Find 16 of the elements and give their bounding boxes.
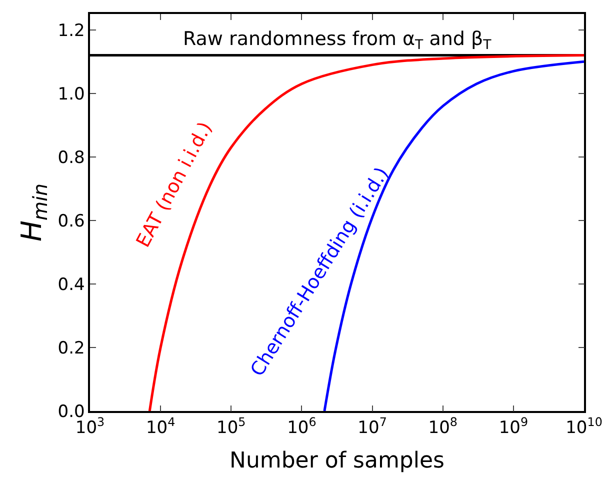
x-tick-label: 10$^{8}$ (428, 415, 458, 438)
x-axis-title: Number of samples (229, 448, 445, 474)
ref-line-label: Raw randomness from α$_{T}$ and β$_{T}$ (183, 28, 492, 53)
x-tick-label: 10$^{10}$ (566, 415, 602, 438)
x-tick-label: 10$^{5}$ (216, 415, 246, 438)
y-tick-label: 1.0 (58, 84, 85, 104)
y-tick-label: 0.6 (58, 211, 85, 232)
y-tick-label: 0.8 (58, 148, 85, 168)
x-tick-label: 10$^{7}$ (358, 415, 387, 438)
y-tick-label: 1.2 (58, 20, 85, 41)
y-tick-label: 0.2 (58, 338, 85, 358)
y-tick-label: 0.0 (58, 402, 85, 422)
y-tick-label: 0.4 (58, 274, 85, 295)
x-tick-label: 10$^{4}$ (146, 415, 176, 438)
x-tick-label: 10$^{9}$ (498, 415, 528, 438)
x-tick-label: 10$^{6}$ (287, 415, 316, 438)
